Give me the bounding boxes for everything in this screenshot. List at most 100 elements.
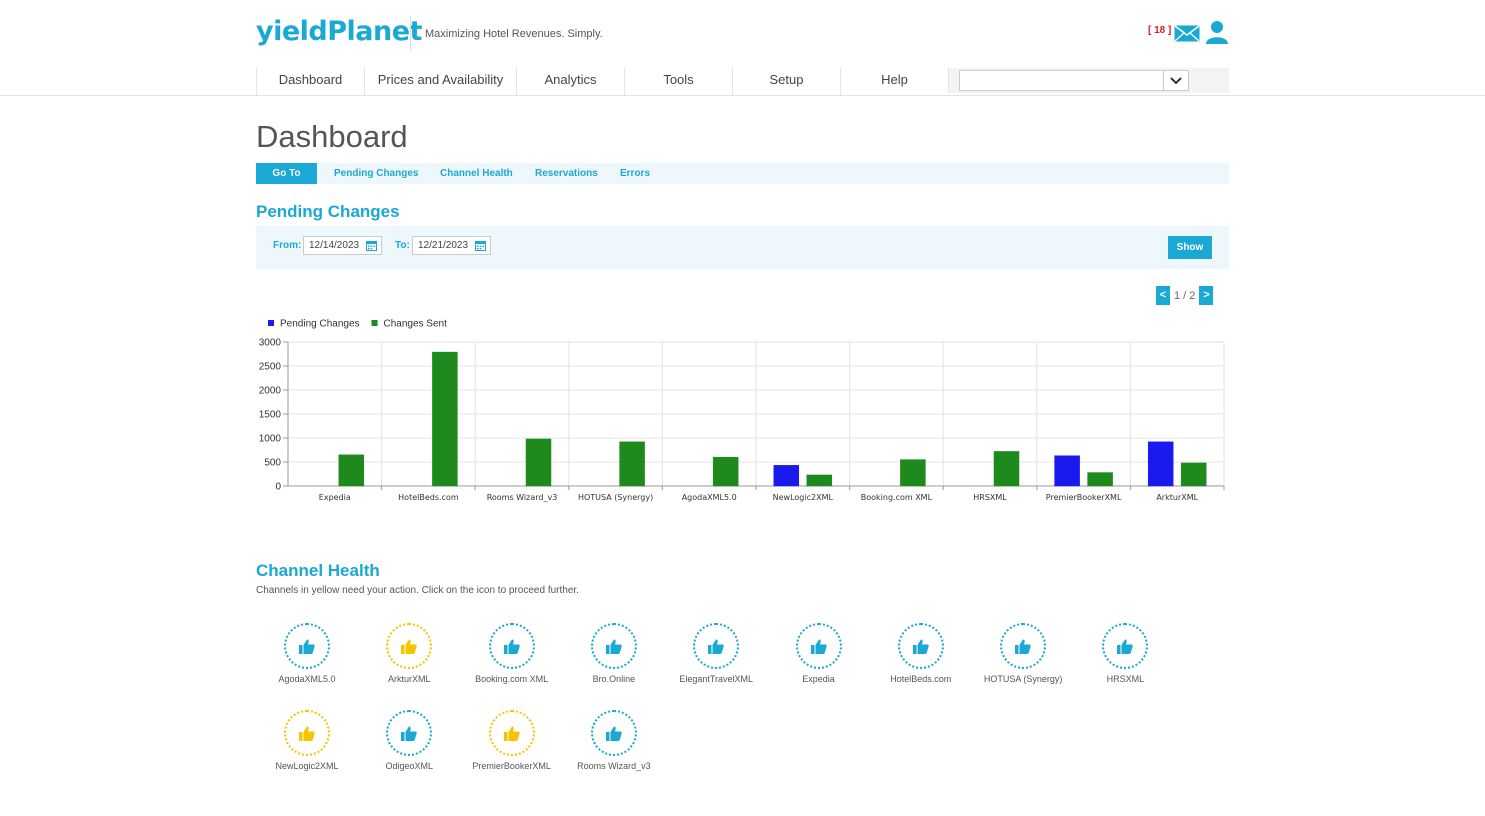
channel-status-circle[interactable] — [488, 710, 535, 756]
to-label: To: — [395, 240, 410, 251]
channel-status-circle[interactable] — [1000, 623, 1047, 669]
x-tick-label: Booking.com XML — [861, 493, 933, 502]
property-select-toggle[interactable] — [1163, 71, 1188, 90]
channel-status-circle[interactable] — [1102, 623, 1149, 669]
channel-health-item[interactable]: Rooms Wizard_v3 — [563, 710, 665, 771]
nav-analytics[interactable]: Analytics — [516, 68, 624, 95]
bar-pending — [1054, 455, 1080, 487]
channel-status-circle[interactable] — [386, 710, 433, 756]
mail-icon[interactable] — [1174, 25, 1200, 42]
logo[interactable]: yieldPlanet — [256, 16, 422, 47]
legend-swatch-0 — [268, 320, 274, 326]
calendar-icon[interactable] — [475, 240, 486, 251]
channel-health-item[interactable]: OdigeoXML — [358, 710, 460, 771]
channel-name: NewLogic2XML — [275, 761, 339, 771]
channel-health-item[interactable]: ElegantTravelXML — [665, 623, 767, 684]
channel-health-item[interactable]: Booking.com XML — [461, 623, 563, 684]
channel-status-circle[interactable] — [897, 623, 944, 669]
channel-health-item[interactable]: Expedia — [768, 623, 870, 684]
channel-status-circle[interactable] — [590, 623, 637, 669]
channel-health-item[interactable]: AgodaXML5.0 — [256, 623, 358, 684]
nav-dashboard[interactable]: Dashboard — [256, 68, 364, 95]
show-button[interactable]: Show — [1168, 236, 1212, 259]
to-date-value: 12/21/2023 — [418, 240, 469, 251]
pager-next-button[interactable]: > — [1199, 286, 1214, 305]
link-channel-health[interactable]: Channel Health — [440, 168, 513, 179]
thumbs-up-icon — [299, 726, 315, 741]
y-tick-label: 2000 — [259, 386, 282, 397]
property-select-container — [948, 68, 1229, 93]
channel-status-circle[interactable] — [795, 623, 842, 669]
thumbs-up-icon — [605, 726, 622, 741]
main-nav: Dashboard Prices and Availability Analyt… — [256, 68, 1229, 95]
y-tick-label: 2500 — [259, 362, 282, 373]
x-tick-label: HRSXML — [973, 493, 1007, 502]
channel-name: ElegantTravelXML — [679, 674, 754, 684]
logo-divider — [410, 16, 411, 51]
date-filter-bar: From: 12/14/2023 To: 12/21/2023 Show — [256, 226, 1229, 269]
channel-name: Bro.Online — [592, 674, 636, 684]
user-icon[interactable] — [1205, 20, 1229, 44]
pager-prev-button[interactable]: < — [1156, 286, 1170, 305]
x-tick-label: PremierBookerXML — [1046, 493, 1122, 502]
channel-status-circle[interactable] — [386, 623, 433, 669]
pending-changes-chart: Pending Changes Changes Sent 0 500 1000 1500 2… — [259, 319, 1225, 502]
nav-divider — [0, 95, 1485, 96]
nav-setup[interactable]: Setup — [732, 68, 840, 95]
channel-status-circle[interactable] — [284, 710, 330, 756]
link-pending-changes[interactable]: Pending Changes — [334, 168, 419, 179]
thumbs-up-icon — [503, 726, 520, 741]
message-count[interactable]: [ 18 ] — [1148, 25, 1172, 36]
channel-name: ArkturXML — [388, 674, 431, 684]
x-tick-label: HOTUSA (Synergy) — [578, 493, 653, 502]
y-tick-label: 0 — [275, 482, 281, 493]
thumbs-up-icon — [1015, 639, 1031, 654]
channel-health-item[interactable]: HOTUSA (Synergy) — [972, 623, 1074, 684]
nav-help[interactable]: Help — [840, 68, 948, 95]
y-tick-label: 3000 — [259, 338, 282, 349]
channel-status-circle[interactable] — [284, 623, 330, 669]
channel-health-item[interactable]: PremierBookerXML — [461, 710, 563, 771]
nav-prices-availability[interactable]: Prices and Availability — [364, 68, 516, 95]
nav-tools[interactable]: Tools — [624, 68, 732, 95]
channel-status-circle[interactable] — [693, 623, 740, 669]
channel-health-item[interactable]: Bro.Online — [563, 623, 665, 684]
channel-name: AgodaXML5.0 — [278, 674, 336, 684]
channel-health-item[interactable]: HotelBeds.com — [870, 623, 972, 684]
chevron-down-icon — [1170, 76, 1182, 84]
bar-sent — [993, 451, 1020, 487]
to-date-input[interactable]: 12/21/2023 — [412, 236, 491, 255]
bar-sent — [900, 459, 926, 487]
channel-status-circle[interactable] — [590, 710, 637, 756]
goto-bar: Go To Pending Changes Channel Health Res… — [256, 163, 1229, 184]
from-date-input[interactable]: 12/14/2023 — [303, 236, 382, 255]
x-tick-label: AgodaXML5.0 — [682, 493, 737, 502]
channel-status-circle[interactable] — [488, 623, 535, 669]
legend-label-0: Pending Changes — [280, 319, 360, 330]
y-tick-label: 1000 — [259, 434, 282, 445]
y-tick-label: 1500 — [259, 410, 282, 421]
channel-name: PremierBookerXML — [472, 761, 551, 771]
x-tick-label: ArkturXML — [1156, 493, 1198, 502]
channel-health-item[interactable]: NewLogic2XML — [256, 710, 358, 771]
link-errors[interactable]: Errors — [620, 168, 651, 179]
channel-name: Rooms Wizard_v3 — [577, 761, 651, 771]
thumbs-up-icon — [401, 726, 418, 741]
channel-name: Expedia — [802, 674, 835, 684]
x-tick-label: Expedia — [319, 493, 351, 502]
channel-health-grid: AgodaXML5.0 ArkturXML Booking.com XML Bro.O… — [256, 620, 1229, 790]
thumbs-up-icon — [810, 639, 827, 654]
x-tick-label: HotelBeds.com — [398, 493, 459, 502]
from-date-value: 12/14/2023 — [309, 240, 360, 251]
channel-name: HOTUSA (Synergy) — [983, 674, 1063, 684]
link-reservations[interactable]: Reservations — [535, 168, 598, 179]
channel-health-item[interactable]: ArkturXML — [358, 623, 460, 684]
y-tick-label: 500 — [264, 458, 281, 469]
property-select[interactable] — [959, 70, 1189, 91]
page-title: Dashboard — [256, 119, 408, 154]
calendar-icon[interactable] — [366, 240, 377, 251]
channel-health-item[interactable]: HRSXML — [1074, 623, 1176, 684]
pager-text: 1 / 2 — [1174, 289, 1196, 302]
bar-sent — [432, 351, 458, 487]
chart-pager: < 1 / 2 > — [1156, 286, 1214, 305]
